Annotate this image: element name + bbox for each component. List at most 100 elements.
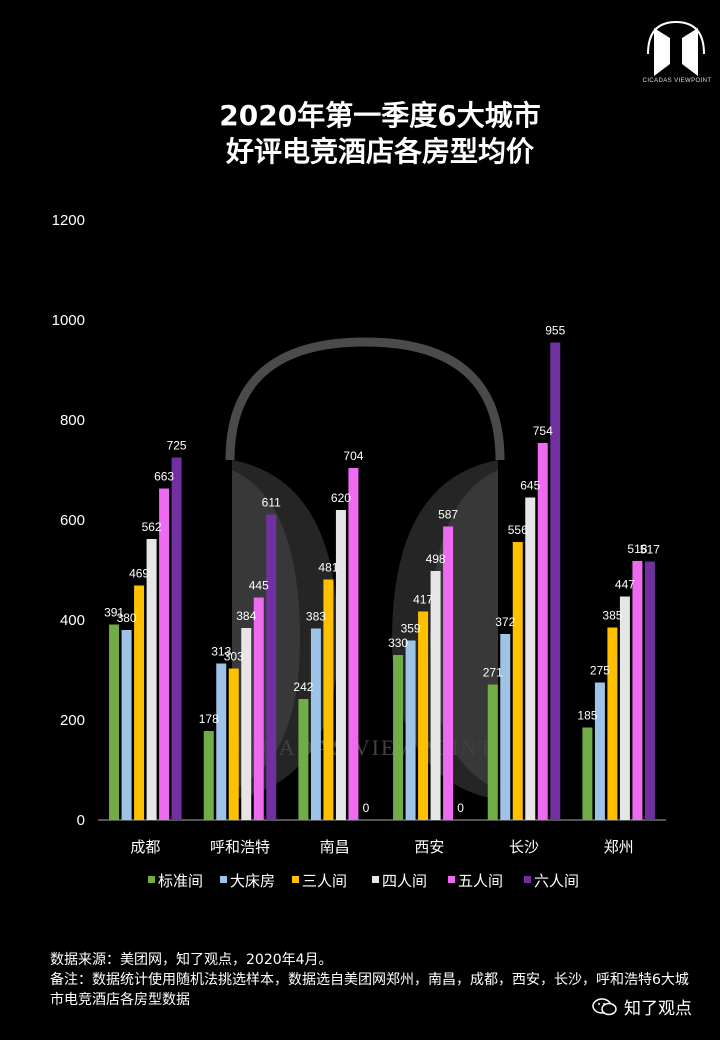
- bar: [594, 682, 605, 820]
- data-label: 469: [129, 567, 149, 581]
- data-label: 359: [401, 622, 421, 636]
- bar: [582, 727, 593, 820]
- data-label: 445: [249, 579, 269, 593]
- data-label: 178: [199, 712, 219, 726]
- legend-label: 六人间: [534, 872, 579, 890]
- data-label: 384: [236, 609, 256, 623]
- bar: [159, 488, 170, 820]
- data-label: 481: [318, 561, 338, 575]
- bar: [500, 634, 511, 820]
- remark-note: 备注：数据统计使用随机法挑选样本，数据选自美团网郑州，南昌，成都，西安，长沙，呼…: [50, 972, 689, 1008]
- y-tick-label: 1000: [52, 312, 85, 329]
- data-label: 271: [483, 666, 503, 680]
- data-label: 955: [545, 324, 565, 338]
- bar: [537, 443, 548, 820]
- data-label: 0: [363, 801, 370, 815]
- data-label: 725: [167, 439, 187, 453]
- brand-name: 知了观点: [624, 999, 692, 1019]
- bar: [216, 663, 227, 820]
- data-label: 383: [306, 610, 326, 624]
- data-label: 498: [426, 552, 446, 566]
- data-label: 663: [154, 470, 174, 484]
- bar: [525, 497, 536, 820]
- legend-label: 三人间: [302, 872, 347, 890]
- data-label: 242: [293, 680, 313, 694]
- data-label: 518: [627, 542, 647, 556]
- data-label: 754: [533, 424, 553, 438]
- bar: [405, 640, 416, 820]
- legend-label: 标准间: [158, 872, 203, 890]
- y-tick-label: 200: [60, 712, 85, 729]
- data-label: 645: [520, 479, 540, 493]
- title-line-1: 2020年第一季度6大城市: [219, 99, 541, 132]
- category-label: 成都: [130, 838, 160, 856]
- legend-label: 五人间: [458, 872, 503, 890]
- data-label: 330: [388, 636, 408, 650]
- data-label: 611: [262, 496, 281, 510]
- bar: [266, 514, 277, 820]
- data-label: 447: [615, 578, 635, 592]
- legend-swatch: [148, 876, 155, 883]
- bar: [323, 579, 334, 820]
- bar: [310, 628, 321, 820]
- data-label: 620: [331, 491, 351, 505]
- data-label: 303: [224, 650, 244, 664]
- bar: [171, 457, 182, 820]
- category-label: 南昌: [320, 838, 350, 856]
- bar: [203, 731, 214, 820]
- bar: [253, 597, 264, 820]
- y-axis: 0 200 400 600 800 1000 1200: [52, 212, 85, 829]
- data-label: 587: [438, 508, 458, 522]
- logo-text: CICADAS VIEWPOINT: [642, 78, 712, 84]
- source-note: 数据来源：美团网，知了观点，2020年4月。: [50, 952, 333, 968]
- bar: [443, 526, 454, 820]
- brand-signature: 知了观点: [592, 994, 692, 1019]
- category-label: 呼和浩特: [210, 838, 270, 856]
- data-label: 372: [495, 615, 515, 629]
- bar: [335, 510, 346, 820]
- title-line-2: 好评电竞酒店各房型均价: [225, 135, 534, 168]
- bar: [487, 684, 498, 820]
- bar: [619, 596, 630, 820]
- bar: [121, 630, 132, 820]
- y-tick-label: 400: [60, 612, 85, 629]
- data-label: 0: [457, 801, 464, 815]
- bars: [109, 342, 655, 820]
- bar-chart: CICADAS VIEWPOINT 020040060080010001200 …: [52, 212, 666, 890]
- legend-swatch: [372, 876, 379, 883]
- data-label: 517: [640, 543, 660, 557]
- bar: [607, 627, 618, 820]
- category-label: 西安: [414, 838, 444, 856]
- data-label: 556: [508, 523, 528, 537]
- y-tick-label: 800: [60, 412, 85, 429]
- bar: [644, 561, 655, 820]
- legend-swatch: [448, 876, 455, 883]
- bar: [512, 542, 523, 820]
- bar: [418, 611, 429, 820]
- bar: [298, 699, 309, 820]
- bar: [241, 628, 252, 820]
- bar: [550, 342, 561, 820]
- bar: [134, 585, 145, 820]
- bar: [228, 668, 239, 820]
- x-axis-categories: 成都 呼和浩特 南昌 西安 长沙 郑州: [130, 838, 633, 856]
- category-label: 郑州: [604, 838, 634, 856]
- legend-swatch: [524, 876, 531, 883]
- data-label: 385: [602, 609, 622, 623]
- y-tick-label: 0: [77, 812, 85, 829]
- category-label: 长沙: [509, 838, 539, 856]
- data-label: 417: [413, 593, 433, 607]
- y-tick-label: 600: [60, 512, 85, 529]
- legend: 标准间 大床房 三人间 四人间 五人间 六人间: [148, 872, 579, 890]
- chart-title: 2020年第一季度6大城市 好评电竞酒店各房型均价: [0, 98, 720, 170]
- bar: [348, 468, 359, 820]
- data-label: 562: [142, 520, 162, 534]
- legend-swatch: [292, 876, 299, 883]
- bar: [393, 655, 404, 820]
- data-label: 704: [343, 449, 363, 463]
- bar: [632, 561, 643, 820]
- wechat-icon: [592, 997, 617, 1015]
- legend-label: 四人间: [382, 872, 427, 890]
- cicadas-logo-icon: [647, 20, 705, 76]
